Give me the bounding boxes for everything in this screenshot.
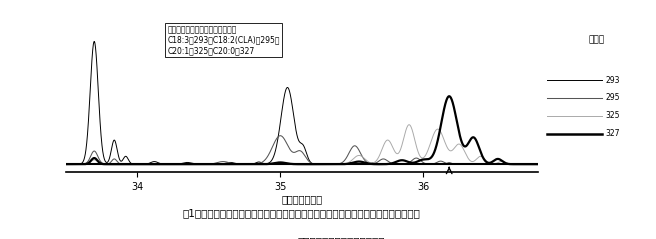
Text: （イソブタンＣＩ－ＧＣＭＳ）: （イソブタンＣＩ－ＧＣＭＳ） bbox=[297, 237, 385, 239]
Text: 質量数: 質量数 bbox=[589, 36, 605, 45]
Text: 325: 325 bbox=[605, 111, 620, 120]
Text: 295: 295 bbox=[605, 93, 620, 103]
Text: 293: 293 bbox=[605, 76, 620, 85]
Text: 各脰肪酸メチルエステルの質量数
C18:3は293、C18:2(CLA)は295、
C20:1は325、C20:0は327: 各脰肪酸メチルエステルの質量数 C18:3は293、C18:2(CLA)は295… bbox=[167, 25, 279, 55]
Text: 図1．なたね油Ｃａ石鹿給与牛賢脹肪の脰肪酸メチルエステルのマスクロマトグラム: 図1．なたね油Ｃａ石鹿給与牛賢脹肪の脰肪酸メチルエステルのマスクロマトグラム bbox=[183, 208, 420, 218]
X-axis label: 保持時間（分）: 保持時間（分） bbox=[281, 195, 322, 205]
Text: 327: 327 bbox=[605, 129, 620, 138]
